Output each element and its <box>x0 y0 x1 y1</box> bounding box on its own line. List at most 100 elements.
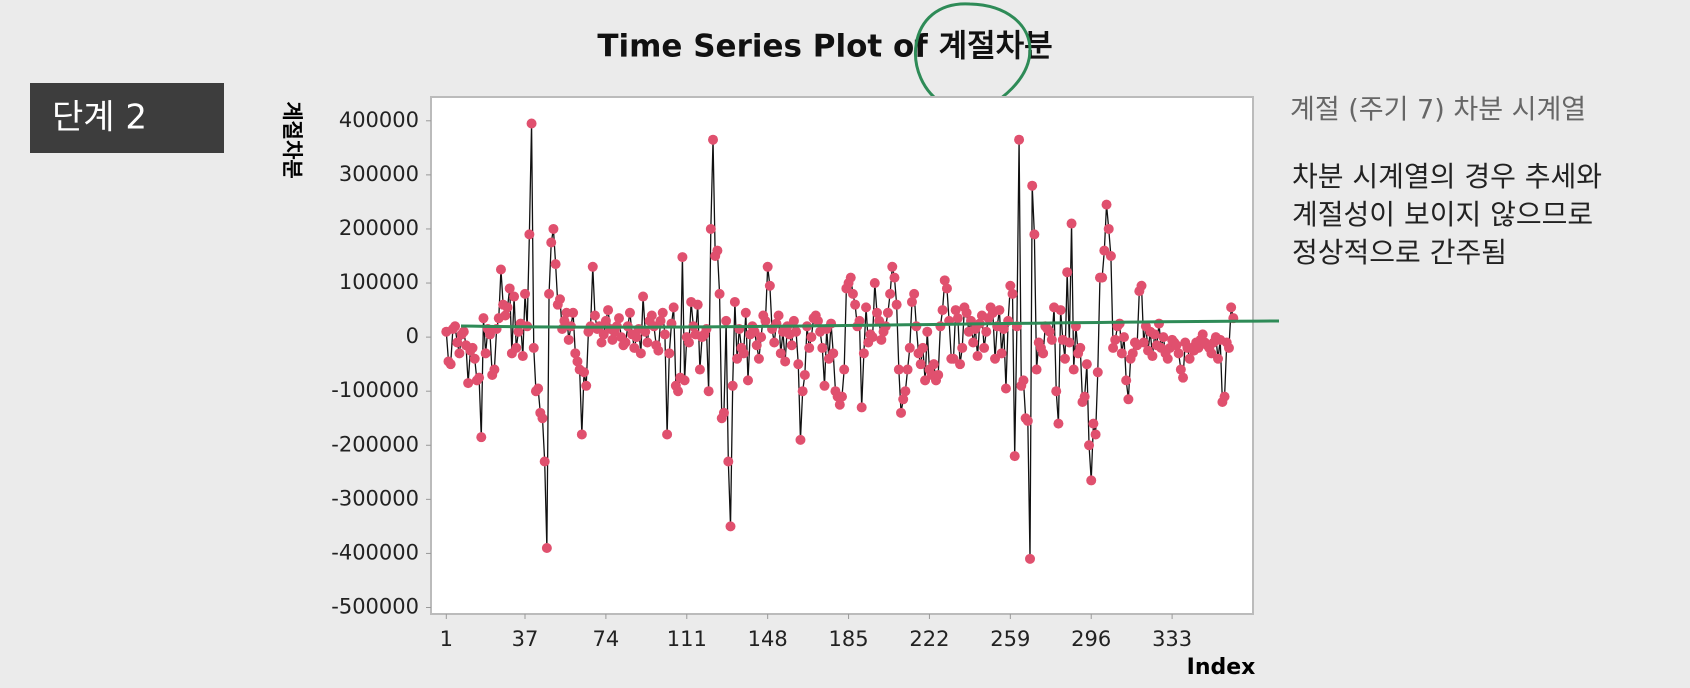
data-point <box>1046 334 1057 345</box>
data-point <box>1158 332 1169 343</box>
data-point <box>1014 134 1025 145</box>
data-point <box>544 288 555 299</box>
data-point <box>640 326 651 337</box>
data-point <box>1084 440 1095 451</box>
data-point <box>635 348 646 359</box>
data-point <box>1147 351 1158 362</box>
data-point <box>587 261 598 272</box>
data-point <box>998 324 1009 335</box>
data-point <box>1178 372 1189 383</box>
data-point <box>762 261 773 272</box>
data-point <box>819 380 830 391</box>
x-tick-label: 111 <box>667 627 707 651</box>
data-point <box>1090 429 1101 440</box>
x-tick-label: 1 <box>440 627 453 651</box>
data-point <box>570 348 581 359</box>
y-axis-label: 계절차분 <box>280 101 304 178</box>
data-point <box>764 280 775 291</box>
note-line: 정상적으로 간주됨 <box>1292 236 1507 269</box>
data-point <box>714 288 725 299</box>
y-tick-label: -200000 <box>331 432 419 456</box>
data-point <box>876 334 887 345</box>
data-point <box>1066 218 1077 229</box>
data-point <box>869 278 880 289</box>
data-point <box>791 326 802 337</box>
data-point <box>579 367 590 378</box>
data-point <box>909 288 920 299</box>
data-point <box>729 296 740 307</box>
data-point <box>554 294 565 305</box>
data-point <box>589 310 600 321</box>
data-point <box>541 543 552 554</box>
data-point <box>793 359 804 370</box>
data-point <box>795 434 806 445</box>
data-point <box>900 386 911 397</box>
data-point <box>495 264 506 275</box>
data-point <box>1162 353 1173 364</box>
data-point <box>902 364 913 375</box>
data-point <box>955 359 966 370</box>
data-point <box>780 356 791 367</box>
data-point <box>655 315 666 326</box>
data-point <box>933 369 944 380</box>
data-point <box>638 291 649 302</box>
data-point <box>548 223 559 234</box>
data-point <box>799 369 810 380</box>
data-point <box>450 321 461 332</box>
data-point <box>871 307 882 318</box>
data-point <box>620 337 631 348</box>
y-tick-label: 0 <box>406 324 419 348</box>
data-point <box>539 456 550 467</box>
data-point <box>727 380 738 391</box>
data-point <box>1108 342 1119 353</box>
data-point <box>887 261 898 272</box>
data-point <box>1005 280 1016 291</box>
y-tick-label: 200000 <box>339 216 419 240</box>
data-point <box>837 391 847 402</box>
data-point <box>458 326 469 337</box>
data-point <box>867 332 878 343</box>
data-point <box>906 296 917 307</box>
data-point <box>1119 332 1130 343</box>
data-point <box>677 252 688 263</box>
data-point <box>489 364 500 375</box>
data-point <box>657 307 668 318</box>
data-point <box>572 356 583 367</box>
data-point <box>952 313 963 324</box>
note-title: 계절 (주기 7) 차분 시계열 <box>1290 95 1586 126</box>
data-point <box>1081 359 1092 370</box>
y-tick-label: -300000 <box>331 486 419 510</box>
data-point <box>1038 348 1049 359</box>
data-point <box>979 342 990 353</box>
data-point <box>812 315 823 326</box>
data-point <box>1000 383 1011 394</box>
data-point <box>537 413 548 424</box>
data-point <box>1062 267 1073 278</box>
data-point <box>500 310 511 321</box>
data-point <box>653 345 664 356</box>
data-point <box>469 353 480 364</box>
data-point <box>478 313 489 324</box>
data-point <box>1079 391 1090 402</box>
data-point <box>1171 340 1182 351</box>
data-point <box>915 359 926 370</box>
data-point <box>804 342 815 353</box>
data-point <box>708 134 719 145</box>
y-tick-label: 100000 <box>339 270 419 294</box>
data-point <box>1110 334 1121 345</box>
data-point <box>738 348 749 359</box>
data-point <box>937 305 948 316</box>
x-axis-label: Index <box>1187 655 1256 680</box>
y-tick-label: 400000 <box>339 108 419 132</box>
data-point <box>526 118 537 129</box>
data-point <box>911 321 922 332</box>
data-point <box>528 342 539 353</box>
data-point <box>1105 250 1116 261</box>
data-point <box>885 288 896 299</box>
data-point <box>1025 553 1036 564</box>
data-point <box>742 375 753 386</box>
data-point <box>1068 364 1079 375</box>
data-point <box>511 342 522 353</box>
data-point <box>718 407 729 418</box>
